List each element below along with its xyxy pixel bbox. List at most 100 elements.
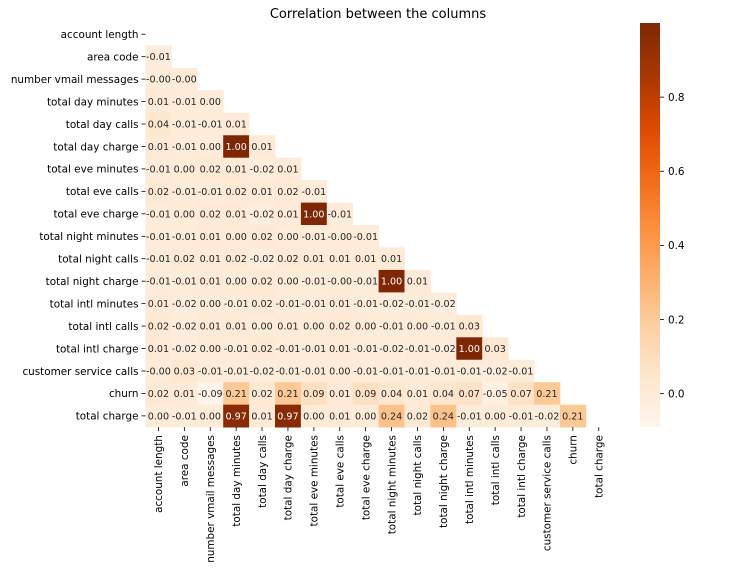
heatmap-cell (300, 359, 328, 383)
cell-value-label: -0.01 (172, 97, 197, 108)
heatmap-cell (171, 90, 198, 114)
heatmap-cell (430, 404, 457, 428)
heatmap-cell (197, 404, 224, 428)
cell-value-label: 0.01 (277, 209, 298, 220)
heatmap-cell (482, 404, 509, 428)
heatmap-cell (300, 180, 328, 203)
cell-value-label: -0.01 (301, 277, 326, 288)
cell-value-label: -0.02 (172, 322, 197, 333)
heatmap-cell (249, 225, 276, 248)
heatmap-cell (197, 180, 224, 203)
heatmap-cell (352, 247, 379, 271)
chart-title: Correlation between the columns (270, 7, 486, 22)
cell-value-label: -0.01 (301, 366, 326, 377)
cell-value-label: 0.01 (200, 254, 221, 265)
heatmap-cell (300, 225, 328, 248)
heatmap-cell (249, 292, 276, 316)
heatmap-cell (249, 314, 276, 338)
cell-value-label: -0.01 (509, 411, 534, 422)
cell-value-label: -0.01 (146, 209, 171, 220)
heatmap-cell (249, 337, 276, 361)
cell-value-label: 0.02 (225, 254, 246, 265)
heatmap-cell (197, 157, 224, 181)
heatmap-cell (145, 337, 172, 361)
cell-value-label: 0.03 (174, 366, 195, 377)
cell-value-label: -0.01 (431, 366, 456, 377)
heatmap-cell (352, 404, 379, 428)
cell-value-label: 0.00 (484, 411, 505, 422)
cell-value-label: 0.00 (277, 277, 298, 288)
cell-value-label: 1.00 (225, 142, 246, 153)
cell-value-label: -0.01 (379, 322, 404, 333)
cell-value-label: 0.01 (200, 322, 221, 333)
heatmap-cell (456, 404, 483, 428)
cell-value-label: 0.01 (303, 254, 324, 265)
y-tick-label: total night minutes (39, 231, 138, 243)
cell-value-label: 0.97 (225, 411, 246, 422)
heatmap-cell (430, 314, 457, 338)
heatmap-cell (145, 359, 172, 383)
x-tick-label: total night calls (412, 435, 424, 515)
heatmap-cell (223, 135, 250, 159)
cell-value-label: 0.24 (381, 411, 402, 422)
colorbar-ticks: 0.0 0.2 0.4 0.6 0.8 (660, 92, 685, 400)
cell-value-label: -0.00 (172, 75, 197, 86)
cell-value-label: 0.01 (148, 142, 169, 153)
cell-value-label: 0.00 (225, 277, 246, 288)
cell-value-label: 0.04 (433, 389, 454, 400)
heatmap-cell (326, 382, 354, 406)
heatmap-cell (378, 269, 405, 293)
heatmap-cell (326, 225, 354, 248)
cell-value-label: -0.00 (327, 277, 352, 288)
heatmap-cell (404, 382, 431, 406)
heatmap-cell (223, 112, 250, 136)
heatmap-cell (352, 314, 379, 338)
cell-value-label: -0.01 (457, 366, 482, 377)
heatmap-cell (197, 247, 224, 271)
heatmap-cell (197, 112, 224, 136)
heatmap-cell (223, 337, 250, 361)
heatmap-cell (145, 157, 172, 181)
x-tick-label: total day calls (257, 435, 269, 508)
heatmap-cell (171, 247, 198, 271)
heatmap-cell (171, 269, 198, 293)
cell-value-label: 0.01 (329, 299, 350, 310)
y-tick-label: total intl calls (68, 321, 138, 333)
cell-value-label: 0.00 (200, 142, 221, 153)
cell-value-label: 0.01 (148, 97, 169, 108)
heatmap-cell (145, 314, 172, 338)
heatmap-cell (352, 269, 379, 293)
heatmap-cell (249, 359, 276, 383)
heatmap-cell (326, 202, 354, 226)
x-tick-label: total intl charge (516, 435, 528, 518)
heatmap-cell (559, 404, 587, 428)
heatmap-cell (197, 90, 224, 114)
heatmap-cell (197, 269, 224, 293)
cell-value-label: 0.02 (277, 254, 298, 265)
cell-value-label: -0.01 (146, 277, 171, 288)
cell-value-label: -0.02 (172, 344, 197, 355)
heatmap-cell (249, 269, 276, 293)
cell-value-label: 0.00 (407, 322, 428, 333)
y-tick-label: account length (61, 29, 139, 41)
x-tick-label: total intl calls (490, 435, 502, 505)
heatmap-cell (145, 45, 172, 69)
cell-value-label: -0.01 (353, 366, 378, 377)
cell-value-label: 1.00 (459, 344, 480, 355)
cell-value-label: 0.02 (251, 232, 272, 243)
cell-value-label: -0.02 (250, 164, 275, 175)
y-tick-label: total eve charge (53, 209, 138, 221)
cell-value-label: 0.02 (251, 344, 272, 355)
heatmap-cell (275, 382, 302, 406)
y-tick-label: total night calls (58, 254, 138, 266)
cell-value-label: 0.00 (355, 322, 376, 333)
cell-value-label: 0.01 (355, 254, 376, 265)
cell-value-label: -0.01 (509, 366, 534, 377)
heatmap-cell (275, 359, 302, 383)
heatmap-cell (223, 292, 250, 316)
heatmap-cell (275, 337, 302, 361)
x-tick-label: total day charge (283, 435, 295, 520)
heatmap-cell (275, 202, 302, 226)
heatmap-cell (378, 359, 405, 383)
heatmap-cell (197, 337, 224, 361)
